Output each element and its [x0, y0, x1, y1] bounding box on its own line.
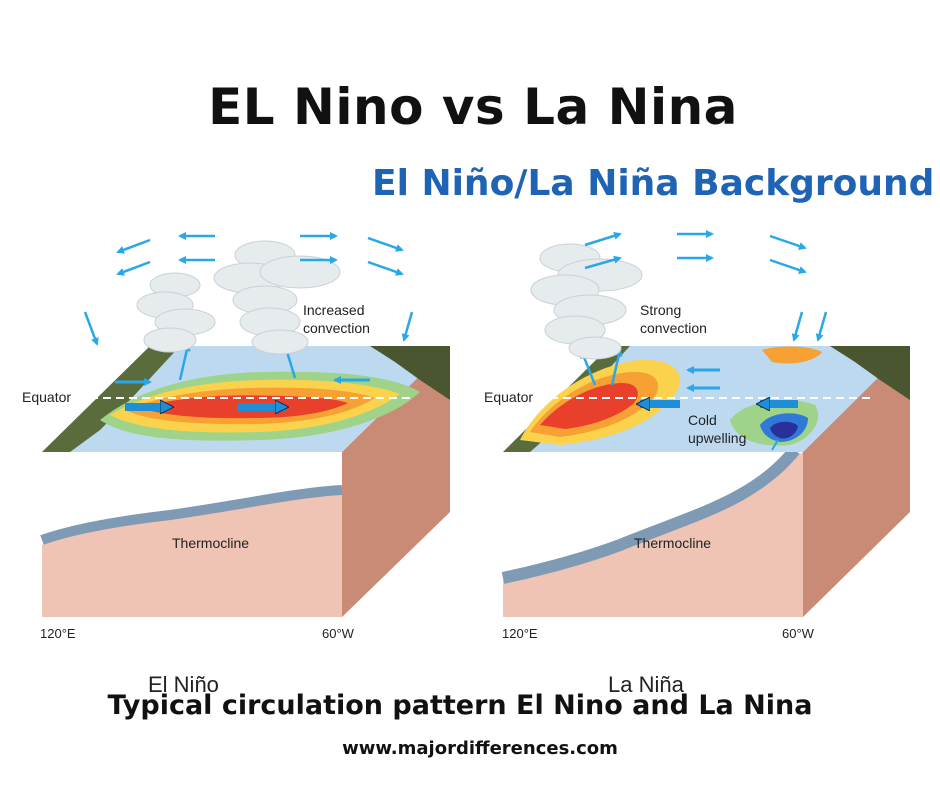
la-nina-lon-left: 120°E — [502, 626, 538, 641]
la-nina-thermocline-label: Thermocline — [634, 535, 711, 551]
el-nino-clouds — [136, 240, 341, 355]
el-nino-side-face — [342, 346, 450, 617]
website-url: www.majordifferences.com — [342, 738, 618, 759]
la-nina-block — [501, 346, 910, 617]
la-nina-lon-right: 60°W — [782, 626, 815, 641]
el-nino-convection-label-1: Increased — [303, 302, 364, 318]
el-nino-wind-arrows — [83, 232, 414, 346]
el-nino-convection-label-2: convection — [303, 320, 370, 336]
el-nino-thermocline-label: Thermocline — [172, 535, 249, 551]
la-nina-convection-label-1: Strong — [640, 302, 681, 318]
subtitle: El Niño/La Niña Background — [372, 163, 935, 204]
la-nina-convection-label-2: convection — [640, 320, 707, 336]
la-nina-upwelling-label-1: Cold — [688, 412, 717, 428]
el-nino-panel-name: El Niño — [148, 672, 219, 697]
la-nina-panel-name: La Niña — [608, 672, 685, 697]
el-nino-equator-label: Equator — [22, 389, 71, 405]
caption: Typical circulation pattern El Nino and … — [107, 690, 813, 721]
la-nina-equator-label: Equator — [484, 389, 533, 405]
el-nino-lon-right: 60°W — [322, 626, 355, 641]
la-nina-side-face — [803, 346, 910, 617]
la-nina-wind-arrows — [584, 230, 828, 342]
el-nino-lon-left: 120°E — [40, 626, 76, 641]
la-nina-clouds — [530, 243, 643, 360]
el-nino-block — [40, 343, 450, 617]
la-nina-upwelling-label-2: upwelling — [688, 430, 746, 446]
main-title: EL Nino vs La Nina — [208, 78, 738, 136]
